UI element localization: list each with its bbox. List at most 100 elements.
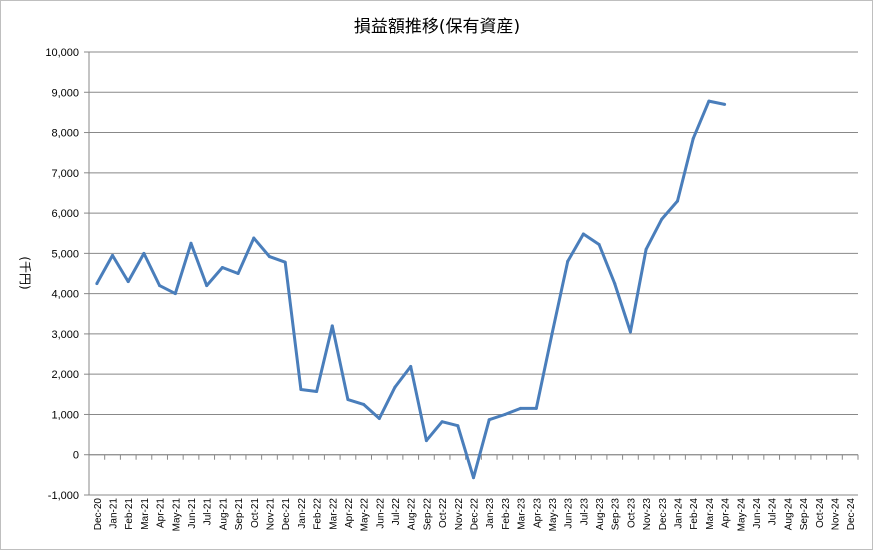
x-tick-label: Jan-22	[297, 498, 308, 529]
x-tick-label: Jul-24	[768, 498, 779, 526]
y-tick-label: 8,000	[51, 128, 79, 140]
data-point	[409, 365, 413, 369]
y-tick-label: 5,000	[51, 248, 79, 260]
y-axis-label: (千円)	[18, 256, 32, 289]
x-tick-label: Jun-24	[752, 498, 763, 529]
x-tick-label: Aug-23	[595, 498, 606, 531]
x-tick-label: Apr-23	[532, 498, 543, 528]
x-tick-label: Jul-21	[203, 498, 214, 526]
data-point	[660, 217, 664, 221]
x-tick-label: Mar-23	[517, 498, 528, 530]
x-tick-label: Feb-22	[313, 498, 324, 530]
x-tick-label: Dec-23	[658, 498, 669, 531]
x-tick-label: Jul-23	[579, 498, 590, 526]
y-tick-label: 4,000	[51, 289, 79, 301]
x-tick-label: Jul-22	[391, 498, 402, 526]
data-point	[519, 406, 523, 410]
data-point	[691, 137, 695, 141]
data-point	[644, 247, 648, 251]
data-point	[346, 398, 350, 402]
data-point	[252, 236, 256, 240]
y-tick-label: 7,000	[51, 168, 79, 180]
x-tick-label: Jan-21	[109, 498, 120, 529]
x-tick-label: Jun-22	[375, 498, 386, 529]
x-tick-label: May-22	[360, 498, 371, 532]
data-point	[503, 412, 507, 416]
data-point	[597, 243, 601, 247]
x-tick-label: Dec-21	[281, 498, 292, 531]
data-point	[393, 385, 397, 389]
series-line	[95, 99, 725, 480]
x-tick-label: Nov-23	[642, 498, 653, 531]
x-tick-label: Sep-22	[422, 498, 433, 531]
x-tick-label: Mar-24	[705, 498, 716, 530]
data-point	[267, 255, 271, 259]
data-point	[676, 199, 680, 203]
x-tick-label: Oct-23	[626, 498, 637, 528]
data-point	[158, 284, 162, 288]
data-point	[628, 330, 632, 334]
y-tick-label: 9,000	[51, 87, 79, 99]
data-point	[330, 324, 334, 328]
y-tick-label: -1,000	[48, 490, 79, 502]
data-point	[173, 292, 177, 296]
x-tick-label: Nov-21	[265, 498, 276, 531]
chart-title: 損益額推移(保有資産)	[354, 17, 520, 37]
data-point	[456, 424, 460, 428]
data-point	[205, 284, 209, 288]
x-tick-label: May-23	[548, 498, 559, 532]
y-axis-ticks: -1,000 0 1,000 2,000 3,000 4,000 5,000 6,000 7,0…	[45, 47, 79, 502]
y-tick-label: 3,000	[51, 329, 79, 341]
data-point	[707, 99, 711, 103]
y-tick-label: 6,000	[51, 208, 79, 220]
x-tick-label: Dec-24	[846, 498, 857, 531]
x-tick-label: May-21	[171, 498, 182, 532]
data-point	[142, 251, 146, 255]
gridlines	[84, 51, 859, 496]
data-point	[566, 259, 570, 263]
x-tick-label: Aug-24	[783, 498, 794, 531]
x-tick-label: Nov-22	[454, 498, 465, 531]
x-tick-label: Mar-22	[328, 498, 339, 530]
x-tick-label: Dec-22	[470, 498, 481, 531]
x-tick-label: Aug-21	[218, 498, 229, 531]
x-tick-label: Jan-24	[674, 498, 685, 529]
x-axis-ticks: Dec-20 Jan-21 Feb-21 Mar-21 Apr-21 May-21 Jun-…	[93, 498, 857, 532]
data-point	[220, 265, 224, 269]
data-point	[550, 332, 554, 336]
y-tick-label: 0	[73, 450, 79, 462]
x-tick-label: Jun-21	[187, 498, 198, 529]
data-point	[95, 282, 99, 286]
data-point	[315, 389, 319, 393]
x-tick-label: Aug-22	[407, 498, 418, 531]
data-point	[362, 402, 366, 406]
x-tick-label: May-24	[736, 498, 747, 532]
data-point	[534, 406, 538, 410]
data-point	[283, 260, 287, 264]
x-tick-label: Feb-21	[124, 498, 135, 530]
data-point	[236, 272, 240, 275]
x-tick-label: Sep-23	[611, 498, 622, 531]
x-tick-label: Dec-20	[93, 498, 104, 531]
data-point	[581, 232, 585, 236]
y-tick-label: 2,000	[51, 369, 79, 381]
x-tick-label: Jan-23	[485, 498, 496, 529]
x-tick-label: Sep-24	[799, 498, 810, 531]
x-tick-label: Nov-24	[830, 498, 841, 531]
x-tick-label: Feb-23	[501, 498, 512, 530]
y-tick-label: 1,000	[51, 409, 79, 421]
data-point	[299, 387, 303, 391]
data-point	[723, 102, 727, 106]
y-tick-label: 10,000	[45, 47, 79, 59]
data-point	[126, 280, 130, 284]
x-tick-label: Feb-24	[689, 498, 700, 530]
data-point	[377, 416, 381, 420]
x-tick-label: Apr-22	[344, 498, 355, 528]
x-tick-label: Sep-21	[234, 498, 245, 531]
x-tick-label: Apr-24	[721, 498, 732, 528]
data-point	[440, 420, 444, 424]
x-tick-label: Jun-23	[564, 498, 575, 529]
x-tick-label: Oct-24	[815, 498, 826, 528]
